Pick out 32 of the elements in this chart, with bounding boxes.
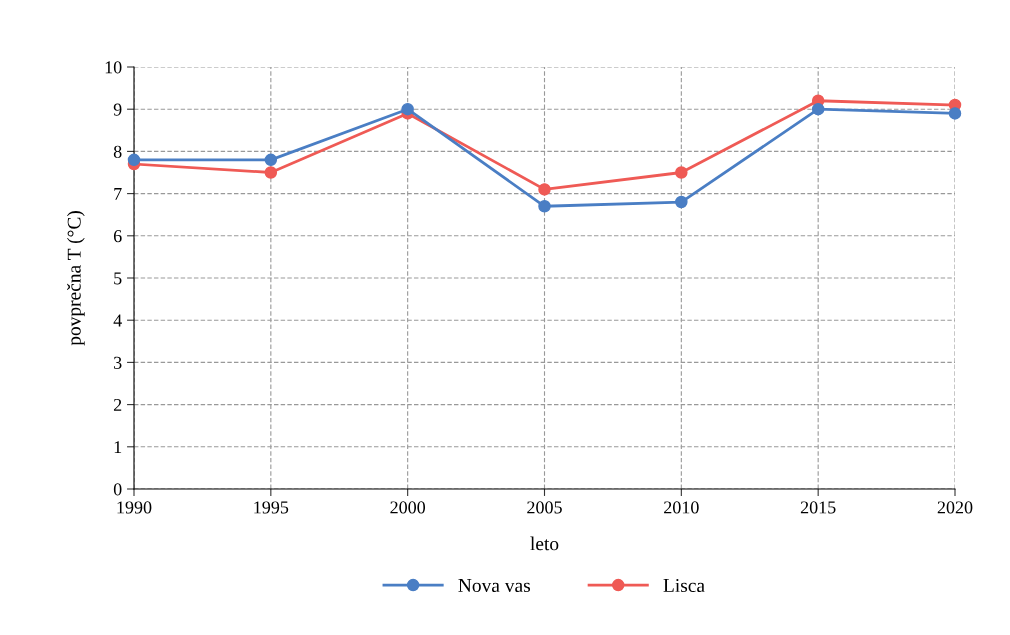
y-tick-label: 1: [114, 441, 122, 454]
point: [538, 200, 551, 213]
y-tick-label: 6: [113, 230, 122, 243]
legend-label: Lisca: [663, 578, 705, 593]
y-axis-title: povprečna T (°C): [67, 211, 85, 346]
point: [538, 183, 551, 196]
legend-label: Nova vas: [458, 579, 531, 593]
y-tick-label: 8: [113, 145, 122, 158]
point: [675, 195, 688, 209]
point: [127, 153, 141, 167]
x-tick-label: 2015: [800, 501, 836, 514]
point: [675, 166, 688, 179]
point: [401, 102, 414, 116]
y-tick-label: 4: [113, 314, 122, 327]
point: [264, 153, 278, 167]
x-tick-label: 1990: [117, 501, 152, 514]
x-tick-label: 2020: [937, 501, 973, 514]
y-tick-label: 10: [105, 61, 122, 74]
y-tick-label: 2: [113, 398, 122, 411]
point: [948, 107, 962, 120]
y-tick-label: 3: [114, 356, 122, 369]
x-tick-label: 2000: [390, 501, 426, 514]
y-tick-label: 0: [113, 483, 122, 496]
y-tick-label: 9: [113, 103, 122, 116]
y-tick-label: 5: [114, 272, 122, 285]
point: [264, 166, 278, 179]
x-axis-title: leto: [530, 536, 559, 551]
point: [811, 102, 825, 116]
y-tick-label: 7: [114, 188, 122, 200]
x-tick-label: 1995: [254, 501, 289, 514]
x-tick-label: 2010: [664, 501, 699, 514]
x-tick-label: 2005: [527, 501, 562, 514]
